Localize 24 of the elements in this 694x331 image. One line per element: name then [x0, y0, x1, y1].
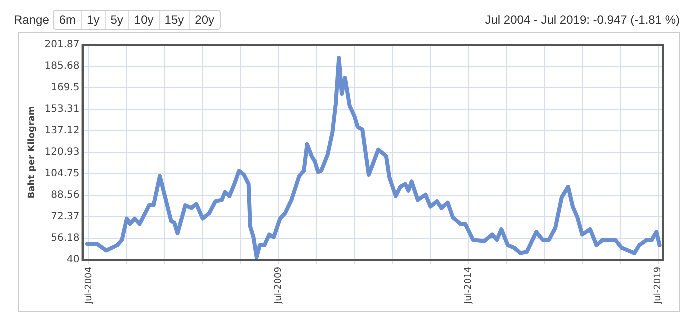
y-tick-label: 40 — [67, 254, 80, 266]
text: 15y — [158, 11, 190, 29]
y-tick-label: 185.68 — [44, 61, 80, 72]
y-tick-label: 72.37 — [51, 212, 80, 223]
text: 1y — [81, 11, 105, 29]
y-tick-label: 104.75 — [44, 168, 80, 180]
y-tick-label: 120.93 — [44, 147, 80, 158]
chart-subtitle: Jul 2004 - Jul 2019: -0.947 (-1.81 %) — [485, 13, 680, 27]
text: Range — [14, 13, 50, 27]
text: 20y — [189, 11, 220, 29]
x-tick-label: Jul-2004 — [84, 266, 94, 306]
y-tick-label: 137.12 — [44, 126, 80, 137]
x-tick-label: Jul-2019 — [654, 266, 664, 306]
x-tick-label: Jul-2014 — [464, 266, 474, 306]
text: 6m — [58, 12, 78, 29]
text: 5y — [104, 11, 128, 29]
y-tick-label: 169.5 — [51, 82, 80, 94]
y-tick-label: 153.31 — [44, 104, 80, 116]
text: 10y — [128, 11, 159, 29]
y-axis-title: Baht per Kilogram — [28, 106, 38, 199]
y-tick-label: 56.18 — [51, 233, 80, 244]
y-tick-label: 88.56 — [51, 190, 80, 202]
y-tick-label: 201.87 — [44, 40, 80, 51]
x-tick-label: Jul-2009 — [274, 266, 284, 306]
